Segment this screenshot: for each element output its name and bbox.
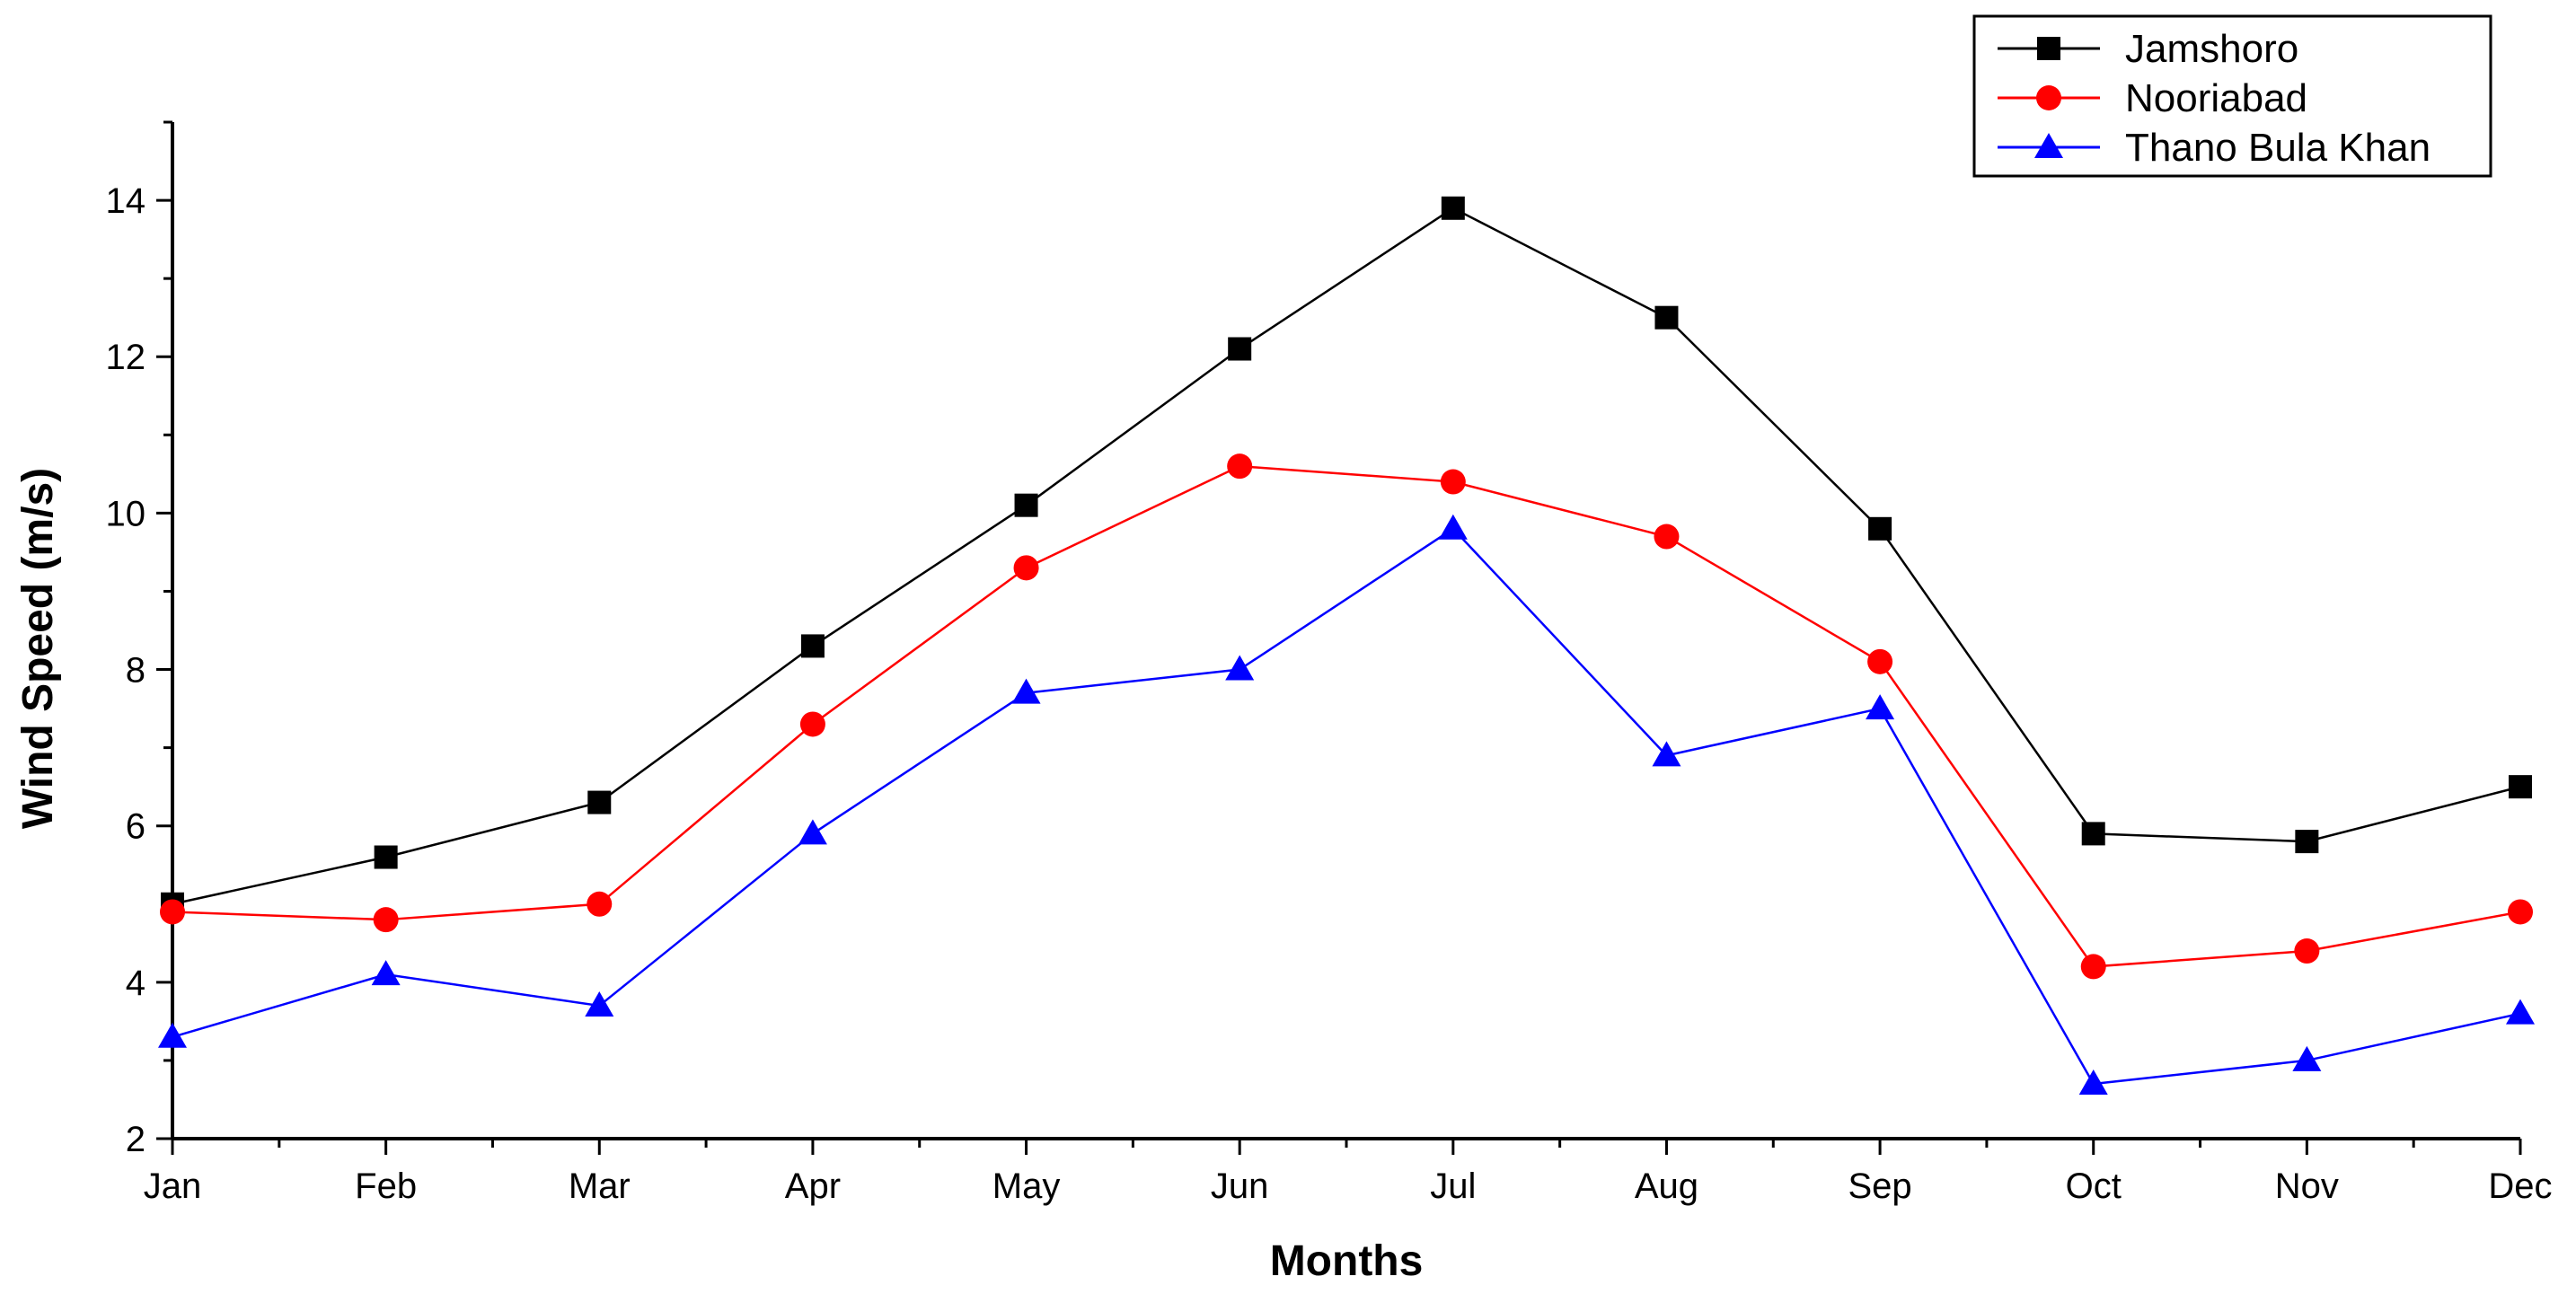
series-jamshoro xyxy=(161,196,2532,916)
data-point-jamshoro xyxy=(587,790,612,814)
series-line-thano-bula-khan xyxy=(172,527,2521,1086)
data-point-jamshoro xyxy=(800,634,825,658)
data-point-thano-bula-khan xyxy=(2292,1045,2322,1071)
data-point-nooriabad xyxy=(1867,648,1893,674)
data-point-thano-bula-khan xyxy=(2506,999,2535,1025)
data-point-jamshoro xyxy=(2509,775,2532,799)
data-point-jamshoro xyxy=(1441,196,1465,220)
x-tick-label: Nov xyxy=(2275,1166,2339,1206)
y-axis-title: Wind Speed (m/s) xyxy=(14,468,62,829)
series-thano-bula-khan xyxy=(158,514,2535,1096)
legend-item-thano-bula-khan: Thano Bula Khan xyxy=(1998,126,2430,170)
legend-label: Jamshoro xyxy=(2125,27,2298,71)
axes: 2 4 6 8 10 12 14 Jan Feb Mar Apr May Jun Jul Aug Sep Oct… xyxy=(106,120,2553,1206)
data-point-nooriabad xyxy=(1440,469,1466,495)
x-tick-label: Apr xyxy=(785,1166,841,1206)
y-tick-label: 4 xyxy=(126,964,146,1003)
data-point-jamshoro xyxy=(1228,337,1252,361)
data-point-thano-bula-khan xyxy=(1652,741,1681,767)
series-line-jamshoro xyxy=(172,207,2521,905)
series-nooriabad xyxy=(160,453,2533,980)
x-tick-label: Jan xyxy=(144,1166,202,1206)
x-tick-label: Sep xyxy=(1848,1166,1912,1206)
x-axis-title: Months xyxy=(1270,1237,1424,1285)
series-layer xyxy=(158,196,2535,1096)
y-tick-label: 10 xyxy=(106,494,146,533)
legend-item-nooriabad: Nooriabad xyxy=(1998,76,2307,120)
data-point-thano-bula-khan xyxy=(1438,514,1468,540)
legend-label: Thano Bula Khan xyxy=(2125,126,2430,170)
x-tick-label: Feb xyxy=(355,1166,417,1206)
legend-marker xyxy=(2036,85,2061,110)
data-point-jamshoro xyxy=(2295,830,2319,854)
legend-marker xyxy=(2034,133,2063,158)
x-tick-label: Mar xyxy=(569,1166,631,1206)
legend-marker xyxy=(2037,37,2060,60)
y-tick-label: 6 xyxy=(126,807,146,847)
data-point-thano-bula-khan xyxy=(371,960,401,986)
y-tick-label: 14 xyxy=(106,181,146,221)
data-point-nooriabad xyxy=(799,711,825,737)
data-point-jamshoro xyxy=(1868,516,1892,541)
data-point-nooriabad xyxy=(373,907,399,933)
data-point-nooriabad xyxy=(1227,453,1253,480)
y-tick-label: 8 xyxy=(126,651,146,691)
data-point-jamshoro xyxy=(374,845,398,869)
x-tick-label: Jul xyxy=(1430,1166,1476,1206)
data-point-thano-bula-khan xyxy=(798,819,827,845)
data-point-jamshoro xyxy=(1014,493,1038,517)
x-tick-label: Dec xyxy=(2488,1166,2552,1206)
legend-item-jamshoro: Jamshoro xyxy=(1998,27,2298,71)
data-point-thano-bula-khan xyxy=(158,1022,187,1048)
data-point-jamshoro xyxy=(1654,305,1679,330)
data-point-nooriabad xyxy=(160,899,185,925)
data-point-thano-bula-khan xyxy=(1225,655,1255,681)
data-point-nooriabad xyxy=(2508,899,2533,925)
series-line-nooriabad xyxy=(172,464,2521,968)
x-tick-label: Oct xyxy=(2066,1166,2122,1206)
y-tick-label: 2 xyxy=(126,1120,146,1159)
data-point-thano-bula-khan xyxy=(2078,1070,2108,1096)
legend: Jamshoro Nooriabad Thano Bula Khan xyxy=(1972,14,2492,178)
x-tick-label: Aug xyxy=(1635,1166,1698,1206)
y-tick-label: 12 xyxy=(106,338,146,377)
data-point-nooriabad xyxy=(1654,524,1680,550)
data-point-nooriabad xyxy=(1013,555,1039,581)
data-point-nooriabad xyxy=(2080,954,2106,980)
data-point-thano-bula-khan xyxy=(1011,678,1041,704)
data-point-thano-bula-khan xyxy=(1866,694,1895,720)
data-point-thano-bula-khan xyxy=(585,990,614,1017)
legend-label: Nooriabad xyxy=(2125,76,2307,120)
data-point-jamshoro xyxy=(2081,822,2105,846)
data-point-nooriabad xyxy=(2294,938,2320,964)
x-tick-label: May xyxy=(992,1166,1061,1206)
x-tick-label: Jun xyxy=(1211,1166,1269,1206)
data-point-nooriabad xyxy=(587,891,613,917)
